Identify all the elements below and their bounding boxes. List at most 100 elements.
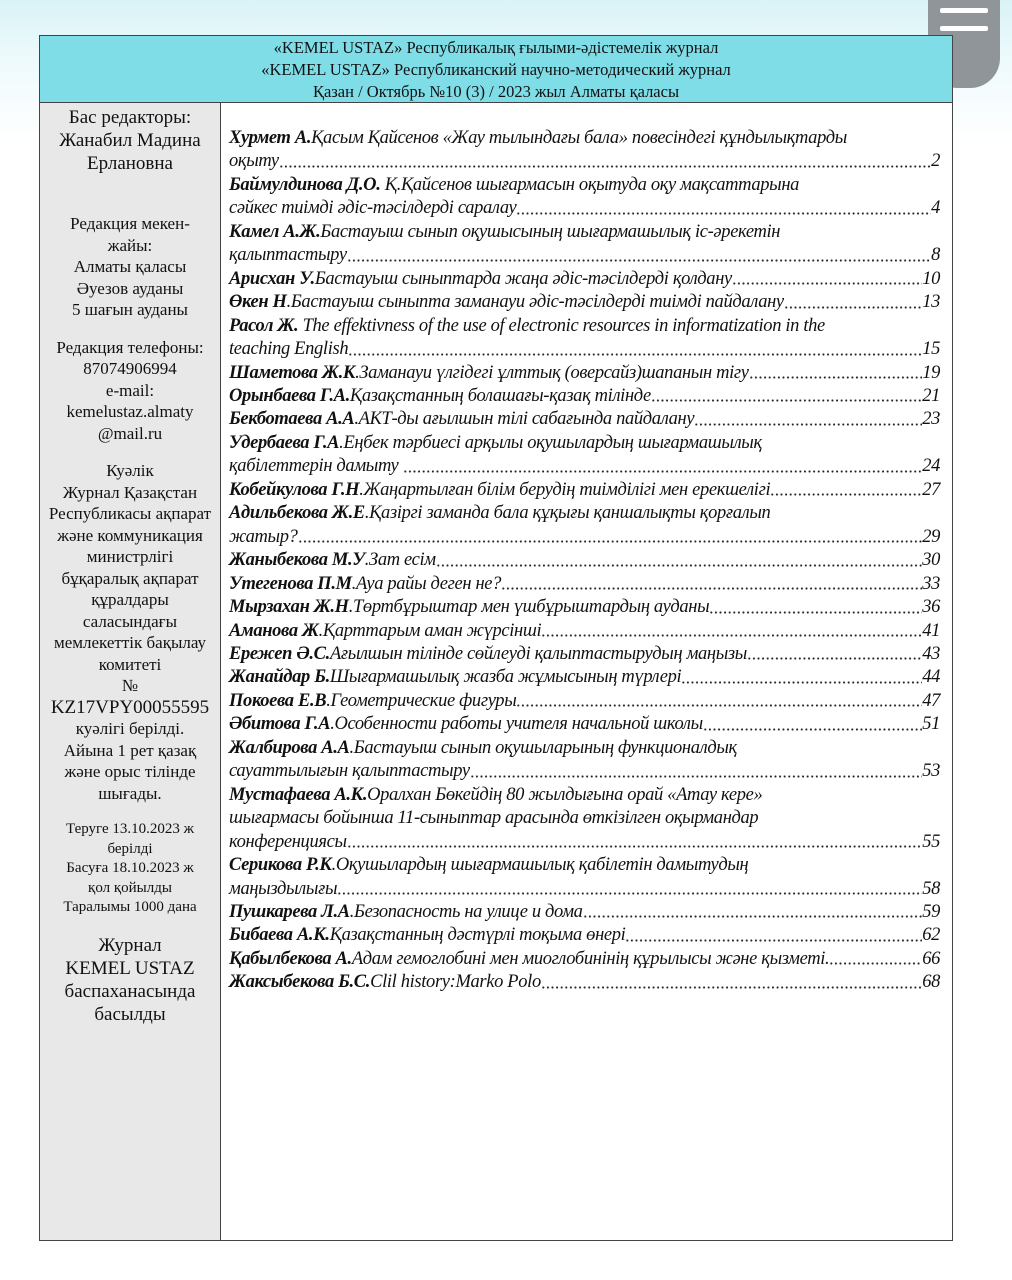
header-title-kz: «KEMEL USTAZ» Республикалық ғылыми-әдіст…: [273, 38, 719, 57]
sidebar-line: Ерлановна: [86, 153, 173, 174]
toc-title: Қ.Қайсенов шығармасын оқытуда оқу мақсат…: [380, 174, 800, 195]
dot-leader: [501, 585, 923, 592]
toc-entry[interactable]: Жаксыбекова Б.С. Clil history:Marko Polo 6…: [229, 971, 940, 994]
toc-author: Хурмет А.: [229, 128, 312, 148]
toc-entry[interactable]: Орынбаева Г.А. Қазақстанның болашағы-қаза…: [229, 385, 940, 408]
toc-page-number: 29: [922, 526, 940, 547]
toc-entry[interactable]: Жанайдар Б. Шығармашылық жазба жұмысының …: [229, 666, 940, 689]
toc-author: Аманова Ж: [229, 620, 319, 641]
toc-entry[interactable]: Кобейкулова Г.Н .Жаңартылған білім беруді…: [229, 479, 940, 502]
toc-entry[interactable]: Әбитова Г.А .Особенности работы учителя н…: [229, 713, 940, 736]
toc-entry[interactable]: Мырзахан Ж.Н .Төртбұрыштар мен үшбұрыштар…: [229, 596, 940, 619]
sidebar-line: Айына 1 рет қазақ: [63, 740, 197, 760]
toc-author: Шаметова Ж.К: [229, 362, 356, 383]
toc-entry[interactable]: Камел А.Ж. Бастауыш сынып оқушысының шыға…: [229, 221, 940, 268]
toc-title: Шығармашылық жазба жұмысының түрлері: [329, 667, 682, 688]
toc-page-number: 47: [922, 690, 940, 711]
journal-header: «KEMEL USTAZ» Республикалық ғылыми-әдіст…: [40, 36, 952, 103]
toc-page-number: 43: [922, 643, 940, 664]
dot-leader: [516, 702, 923, 709]
dot-leader: [681, 678, 923, 685]
toc-page-number: 41: [922, 620, 940, 641]
toc-page-number: 27: [922, 479, 940, 500]
toc-title: Адам гемоглобині мен миоглобинінің құрыл…: [351, 948, 830, 969]
dot-leader: [346, 843, 923, 850]
toc-entry[interactable]: Ережеп Ә.С. Ағылшын тілінде сөйлеуді қалы…: [229, 643, 940, 666]
dot-leader: [346, 256, 932, 263]
sidebar-line: Республикасы ақпарат: [48, 504, 212, 523]
sidebar-line: Теруге 13.10.2023 ж: [65, 821, 195, 837]
toc-entry[interactable]: Баймулдинова Д.О. Қ.Қайсенов шығармасын …: [229, 174, 940, 221]
sidebar-line: @mail.ru: [97, 423, 163, 443]
toc-entry[interactable]: Бекботаева А.А .АКТ-ды ағылшын тілі сабағ…: [229, 408, 940, 431]
toc-title: Бастауыш сыныптарда жаңа әдіс-тәсілдерді…: [314, 268, 732, 289]
toc-entry[interactable]: Утегенова П.М .Ауа райы деген не? 33: [229, 573, 940, 596]
toc-entry[interactable]: Жаныбекова М.У .Зат есім 30: [229, 549, 940, 572]
dot-leader: [278, 162, 932, 169]
toc-entry[interactable]: Өкен Н .Бастауыш сыныпта заманауи әдіс-тә…: [229, 291, 940, 314]
toc-title: .Бастауыш сыныпта заманауи әдіс-тәсілдер…: [286, 292, 785, 313]
toc-entry[interactable]: Расол Ж. The effektivness of the use of …: [229, 315, 940, 362]
toc-title: сауаттылығын қалыптастыру: [229, 761, 470, 782]
dot-leader: [297, 538, 923, 545]
dot-leader: [650, 397, 923, 404]
toc-entry[interactable]: Шаметова Ж.К .Заманауи үлгідегі ұлттық (о…: [229, 362, 940, 385]
toc-entry[interactable]: Адильбекова Ж.Е .Қазіргі заманда бала құқ…: [229, 502, 940, 549]
toc-entry[interactable]: Серикова Р.К .Оқушылардың шығармашылық қа…: [229, 854, 940, 901]
toc-title: Clil history:Marko Polo: [370, 972, 541, 993]
toc-page-number: 30: [922, 550, 940, 571]
toc-author: Баймулдинова Д.О.: [229, 174, 381, 195]
toc-entry[interactable]: Мустафаева А.К. Оралхан Бөкейдің 80 жылды…: [229, 784, 940, 854]
toc-page-number: 8: [931, 245, 940, 266]
toc-entry[interactable]: Покоева Е.В .Геометрические фигуры 47: [229, 690, 940, 713]
sidebar-line: Бас редакторы:: [68, 107, 192, 128]
sidebar-line: берілді: [107, 840, 153, 857]
toc-author: Жалбирова А.А: [229, 737, 350, 758]
dot-leader: [337, 889, 923, 896]
toc-page-number: 23: [922, 409, 940, 430]
toc-author: Пушкарева Л.А: [229, 901, 350, 922]
toc-entry[interactable]: Жалбирова А.А .Бастауыш сынып оқушыларыны…: [229, 737, 940, 784]
toc-entry[interactable]: Қабылбекова А. Адам гемоглобині мен миогл…: [229, 948, 940, 971]
toc-author: Бибаева А.К.: [229, 925, 330, 946]
toc-page-number: 62: [922, 925, 940, 946]
dot-leader: [746, 655, 923, 662]
toc-title: .Ауа райы деген не?: [351, 573, 502, 594]
sidebar-line: Редакция телефоны:: [56, 337, 204, 357]
toc-title: жатыр?: [229, 526, 298, 547]
sidebar-line: құралдары: [91, 590, 169, 609]
sidebar-line: саласындағы: [82, 611, 178, 631]
dot-leader: [770, 491, 923, 498]
sidebar-line: және орыс тілінде: [64, 762, 196, 781]
toc-page-number: 68: [922, 972, 940, 993]
toc-author: Расол Ж.: [229, 315, 299, 336]
toc-entry[interactable]: Арисхан У. Бастауыш сыныптарда жаңа әдіс-…: [229, 268, 940, 291]
toc-entry[interactable]: Удербаева Г.А .Еңбек тәрбиесі арқылы оқуш…: [229, 432, 940, 479]
toc-title: .Оқушылардың шығармашылық қабілетін дамы…: [331, 855, 749, 876]
sidebar-line: бұқаралық ақпарат: [61, 568, 199, 588]
toc-page-number: 53: [922, 761, 940, 782]
header-title-ru: «KEMEL USTAZ» Республиканский научно-мет…: [261, 60, 731, 79]
dot-leader: [435, 561, 923, 568]
toc-title: оқыту: [229, 151, 279, 172]
sidebar-line: e-mail:: [105, 380, 155, 400]
chief-editor: Бас редакторы: Жанабил Мадина Ерлановна: [40, 106, 220, 175]
toc-author: Камел А.Ж.: [229, 221, 321, 242]
toc-author: Серикова Р.К: [229, 855, 332, 876]
toc-entry[interactable]: Бибаева А.К. Қазақстанның дәстүрлі тоқыма…: [229, 924, 940, 947]
dot-leader: [540, 983, 923, 990]
toc-entry[interactable]: Аманова Ж .Қарттарым аман жүрсінші 41: [229, 620, 940, 643]
toc-page-number: 36: [922, 597, 940, 618]
toc-page-number: 15: [922, 339, 940, 360]
sidebar-line: қол қойылды: [88, 879, 172, 896]
toc-entry[interactable]: Хурмет А. Қасым Қайсенов «Жау тылындағы б…: [229, 127, 940, 174]
sidebar-line: Жанабил Мадина: [59, 130, 201, 151]
toc-entry[interactable]: Пушкарева Л.А .Безопасность на улице и до…: [229, 901, 940, 924]
toc-author: Орынбаева Г.А.: [229, 385, 350, 406]
sidebar-line: баспаханасында: [64, 980, 196, 1002]
sidebar-line: 5 шағын ауданы: [72, 300, 188, 319]
registration-certificate: Куәлік Журнал Қазақстан Республикасы ақпар…: [40, 460, 220, 804]
toc-title: Қазақстанның болашағы-қазақ тілінде: [349, 385, 651, 406]
toc-author: Жаныбекова М.У: [229, 550, 365, 571]
sidebar-line: Таралымы 1000 дана: [63, 899, 197, 915]
